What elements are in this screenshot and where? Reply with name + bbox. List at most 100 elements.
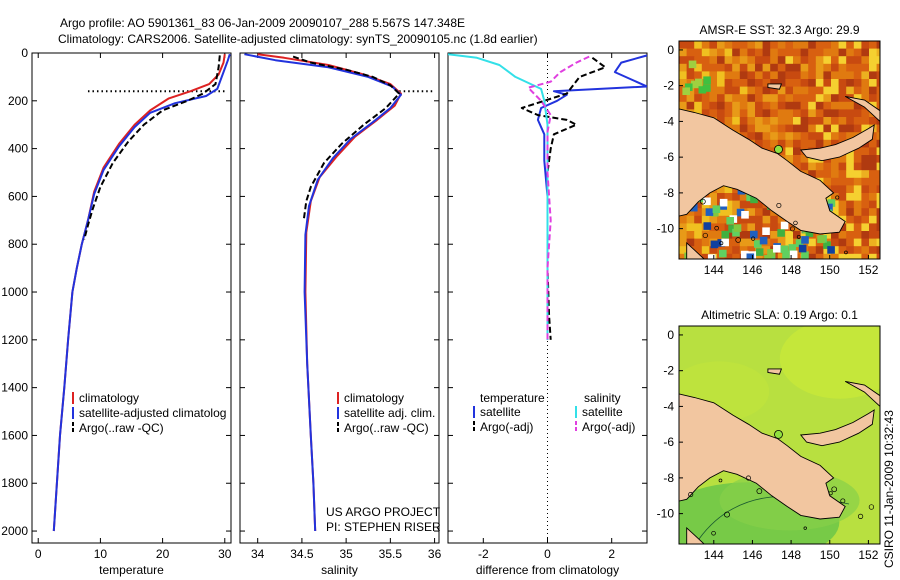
temp-legend-2-label: Argo(..raw -QC) <box>79 421 164 435</box>
sst-cell <box>717 215 725 224</box>
map-ytick-label: 0 <box>667 328 674 342</box>
sst-cell <box>739 41 748 49</box>
sst-cell <box>823 63 832 72</box>
sst-cell <box>777 48 786 57</box>
sst-cell <box>762 124 771 133</box>
depth-tick-label: 0 <box>21 46 28 60</box>
map-ytick-label: -8 <box>663 186 674 200</box>
sst-cell <box>762 79 771 87</box>
sst-cell <box>800 139 809 148</box>
sst-cell <box>770 56 779 65</box>
sst-cool-cell <box>755 248 764 256</box>
sst-cell <box>831 238 839 247</box>
sst-cell <box>762 41 771 49</box>
sst-cell <box>724 86 733 95</box>
sst-cell <box>815 41 824 49</box>
sst-land-2 <box>799 124 875 162</box>
sst-cool-cell <box>698 85 707 94</box>
sst-cell <box>739 246 748 255</box>
sst-cell <box>686 48 695 57</box>
sst-cell <box>724 94 733 103</box>
sst-cell <box>846 208 855 217</box>
sst-cell <box>823 101 832 110</box>
sst-cell <box>762 117 771 125</box>
sst-cell <box>853 246 862 255</box>
sst-cell <box>724 208 733 217</box>
sst-cell <box>777 101 786 110</box>
sst-cell <box>717 185 725 194</box>
sst-cell <box>793 56 801 65</box>
sst-cell <box>876 86 880 95</box>
salinity-series-satellite-adj-clim- <box>244 53 402 532</box>
sst-cell <box>724 193 733 201</box>
sst-cell <box>846 238 855 247</box>
sst-cell <box>800 94 809 103</box>
sst-cell <box>861 109 870 118</box>
sst-cool-cell <box>703 84 711 92</box>
sla-land-3 <box>844 380 880 408</box>
sst-cell <box>869 215 877 224</box>
sst-cool-cell <box>817 235 825 244</box>
sst-cell <box>785 231 794 239</box>
sst-cool-cell <box>717 239 726 247</box>
sst-cell <box>679 48 687 57</box>
sst-cell <box>717 41 725 49</box>
sst-cell <box>876 147 880 156</box>
temperature-panel: 0 10 20 30 0 200 400 600 800 1000 1200 1400 1600 1800… <box>1 46 231 577</box>
sst-cell <box>861 117 870 125</box>
sst-cell <box>831 208 839 217</box>
sst-cell <box>815 253 824 259</box>
sst-cell <box>732 56 741 65</box>
salinity-xtick-label: 36 <box>428 547 442 561</box>
sst-cell <box>717 63 725 72</box>
sst-cell <box>793 109 801 118</box>
sst-cell <box>793 101 801 110</box>
sst-cell <box>770 109 779 118</box>
sst-cell <box>861 208 870 217</box>
sst-cell <box>876 162 880 171</box>
sst-cell <box>853 215 862 224</box>
sst-cell <box>785 238 794 247</box>
sst-cool-cell <box>689 203 698 212</box>
sst-cell <box>732 208 741 217</box>
sst-cell <box>739 109 748 118</box>
sst-cell <box>709 48 718 57</box>
sst-cell <box>808 170 817 179</box>
sst-cell <box>838 101 847 110</box>
sst-cell <box>831 231 839 239</box>
sst-cell <box>724 71 733 80</box>
reef-outline <box>835 195 840 200</box>
sst-cell <box>815 86 824 95</box>
reef-outline <box>718 478 723 483</box>
sst-cell <box>838 124 847 133</box>
sst-cell <box>762 56 771 65</box>
sst-cell <box>755 109 763 118</box>
sst-cell <box>831 117 839 125</box>
sst-cell <box>793 41 801 49</box>
map-xtick-label: 146 <box>742 548 762 562</box>
sst-cell <box>838 48 847 57</box>
sst-cell <box>800 132 809 141</box>
sst-cell <box>869 117 877 125</box>
sst-cell <box>770 139 779 148</box>
sst-cell <box>808 86 817 95</box>
sla-high-region <box>779 326 880 399</box>
sst-cell <box>815 48 824 57</box>
sst-cell <box>785 63 794 72</box>
depth-tick-label: 1600 <box>1 428 28 442</box>
sst-cell <box>739 215 748 224</box>
sst-cell <box>869 253 877 259</box>
sst-cell <box>755 63 763 72</box>
sst-cell <box>679 223 687 232</box>
sst-cool-cell <box>721 230 730 239</box>
sst-cool-cell <box>762 227 770 236</box>
sst-cell <box>838 79 847 87</box>
sst-cell <box>739 48 748 57</box>
sst-cell <box>831 185 839 194</box>
sst-cell <box>808 41 817 49</box>
sst-cell <box>861 48 870 57</box>
sst-cell <box>739 223 748 232</box>
depth-tick-label: 1400 <box>1 381 28 395</box>
sst-cell <box>800 86 809 95</box>
map-ytick-label: -6 <box>663 435 674 449</box>
